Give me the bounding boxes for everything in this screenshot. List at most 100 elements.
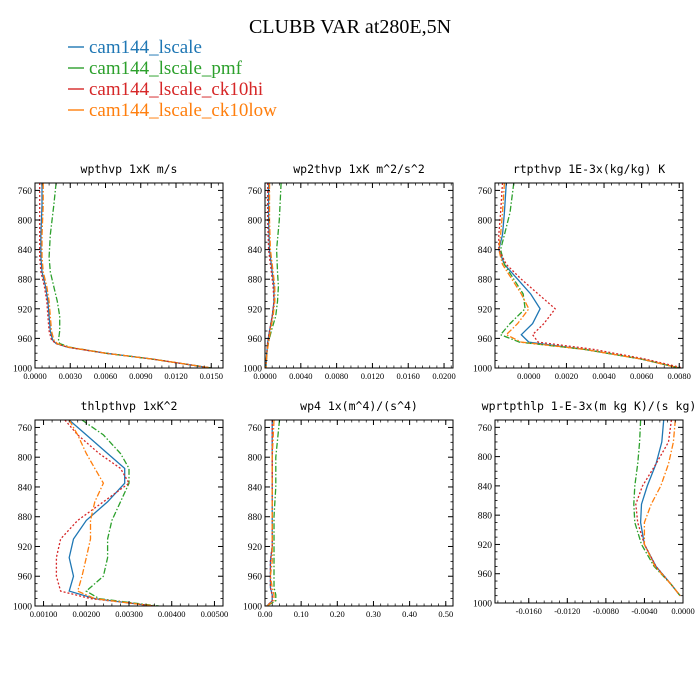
panel-title: thlpthvp 1xK^2 xyxy=(81,399,178,413)
x-tick-label: 0.0020 xyxy=(555,371,578,381)
y-tick-label: 880 xyxy=(18,513,33,523)
series-line-2 xyxy=(81,420,159,606)
x-tick-label: -0.0120 xyxy=(554,606,580,616)
x-tick-label: -0.0080 xyxy=(593,606,619,616)
plot-frame xyxy=(264,419,454,607)
y-tick-label: 960 xyxy=(248,335,263,345)
y-tick-label: 1000 xyxy=(473,365,492,375)
y-tick-label: 920 xyxy=(478,541,493,551)
y-tick-label: 1000 xyxy=(13,603,32,613)
y-tick-label: 960 xyxy=(478,335,493,345)
series-line-2 xyxy=(48,183,212,368)
x-tick-label: 0.0150 xyxy=(200,371,223,381)
panel-title: wp2thvp 1xK m^2/s^2 xyxy=(293,162,425,176)
x-tick-label: 0.10 xyxy=(294,609,309,619)
y-tick-label: 760 xyxy=(18,424,33,434)
y-tick-label: 840 xyxy=(18,246,33,256)
y-tick-label: 760 xyxy=(248,424,263,434)
y-tick-label: 840 xyxy=(478,246,493,256)
series-line-4 xyxy=(265,183,276,368)
x-tick-label: -0.0040 xyxy=(631,606,657,616)
y-tick-label: 920 xyxy=(18,543,33,553)
series-line-1 xyxy=(266,420,273,606)
series-line-3 xyxy=(55,420,155,606)
y-tick-label: 800 xyxy=(478,217,493,227)
legend-entry: cam144_lscale_ck10hi xyxy=(89,79,263,100)
legend-entry: cam144_lscale_ck10low xyxy=(89,100,277,121)
x-tick-label: 0.00500 xyxy=(201,609,229,619)
series-line-3 xyxy=(498,183,683,368)
legend-entry: cam144_lscale_pmf xyxy=(89,58,243,79)
panel-title: wprtpthlp 1-E-3x(m kg K)/(s kg) xyxy=(482,399,697,413)
y-tick-label: 1000 xyxy=(243,603,262,613)
y-tick-label: 920 xyxy=(248,543,263,553)
x-tick-label: 0.00 xyxy=(258,609,273,619)
y-tick-label: 920 xyxy=(478,305,493,315)
panel-title: wp4 1x(m^4)/(s^4) xyxy=(300,399,418,413)
y-tick-label: 960 xyxy=(18,335,33,345)
y-tick-label: 800 xyxy=(248,454,263,464)
panel-1: wpthvp 1xK m/s76080084088092096010000.00… xyxy=(13,162,224,381)
y-tick-label: 760 xyxy=(478,424,493,434)
y-tick-label: 920 xyxy=(18,305,33,315)
x-tick-label: 0.0040 xyxy=(289,371,312,381)
y-tick-label: 960 xyxy=(478,570,493,580)
x-tick-label: 0.0060 xyxy=(94,371,117,381)
panel-5: wp4 1x(m^4)/(s^4)76080084088092096010000… xyxy=(243,399,454,619)
y-tick-label: 880 xyxy=(248,513,263,523)
y-tick-label: 800 xyxy=(248,217,263,227)
plot-frame xyxy=(494,182,684,369)
y-tick-label: 840 xyxy=(478,482,493,492)
panel-6: wprtpthlp 1-E-3x(m kg K)/(s kg) 760 800 840… xyxy=(473,399,696,616)
series-line-4 xyxy=(41,183,212,368)
y-tick-label: 960 xyxy=(248,573,263,583)
series-line-4 xyxy=(498,183,680,368)
series-line-3 xyxy=(266,420,273,606)
y-tick-label: 800 xyxy=(18,454,33,464)
x-tick-label: 0.0000 xyxy=(517,371,540,381)
y-tick-label: 800 xyxy=(18,217,33,227)
series-line-3 xyxy=(265,183,275,368)
y-tick-label: 760 xyxy=(478,187,493,197)
plot-frame xyxy=(264,182,454,369)
x-tick-label: 0.0080 xyxy=(325,371,348,381)
x-tick-label: 0.50 xyxy=(438,609,453,619)
y-tick-label: 840 xyxy=(248,483,263,493)
panel-4: thlpthvp 1xK^276080084088092096010000.00… xyxy=(13,399,228,619)
plot-frame xyxy=(494,419,684,604)
x-tick-label: 0.0000 xyxy=(23,371,46,381)
y-tick-label: 960 xyxy=(18,573,33,583)
y-tick-label: 760 xyxy=(18,187,33,197)
x-tick-label: 0.0000 xyxy=(671,606,694,616)
x-tick-label: 0.40 xyxy=(402,609,417,619)
x-tick-label: 0.0090 xyxy=(129,371,152,381)
x-tick-label: 0.00100 xyxy=(30,609,58,619)
x-tick-label: 0.0000 xyxy=(253,371,276,381)
series-line-4 xyxy=(266,420,275,606)
series-line-1 xyxy=(498,183,680,368)
legend: cam144_lscalecam144_lscale_pmfcam144_lsc… xyxy=(68,37,277,121)
y-tick-label: 880 xyxy=(248,276,263,286)
series-line-4 xyxy=(68,420,155,606)
x-tick-label: 0.0080 xyxy=(668,371,691,381)
y-tick-label: 840 xyxy=(18,483,33,493)
x-tick-label: 0.0030 xyxy=(59,371,82,381)
panel-title: rtpthvp 1E-3x(kg/kg) K xyxy=(513,162,665,176)
x-tick-label: 0.00200 xyxy=(72,609,100,619)
legend-entry: cam144_lscale xyxy=(89,37,202,58)
x-tick-label: 0.0040 xyxy=(592,371,615,381)
x-tick-label: 0.20 xyxy=(330,609,345,619)
series-line-3 xyxy=(635,420,681,597)
panel-3: rtpthvp 1E-3x(kg/kg) K 760 800 840 880 920 960… xyxy=(473,162,691,381)
panel-2: wp2thvp 1xK m^2/s^2 760 800 840 880 920 960 100… xyxy=(243,162,456,381)
y-tick-label: 880 xyxy=(478,512,493,522)
series-line-1 xyxy=(40,183,212,368)
x-tick-label: 0.30 xyxy=(366,609,381,619)
x-tick-label: 0.00400 xyxy=(158,609,186,619)
y-tick-label: 1000 xyxy=(473,600,492,610)
panel-title: wpthvp 1xK m/s xyxy=(81,162,178,176)
plot-frame xyxy=(34,182,224,369)
panels: wpthvp 1xK m/s76080084088092096010000.00… xyxy=(13,162,696,619)
y-tick-label: 880 xyxy=(18,276,33,286)
x-tick-label: 0.0120 xyxy=(361,371,384,381)
